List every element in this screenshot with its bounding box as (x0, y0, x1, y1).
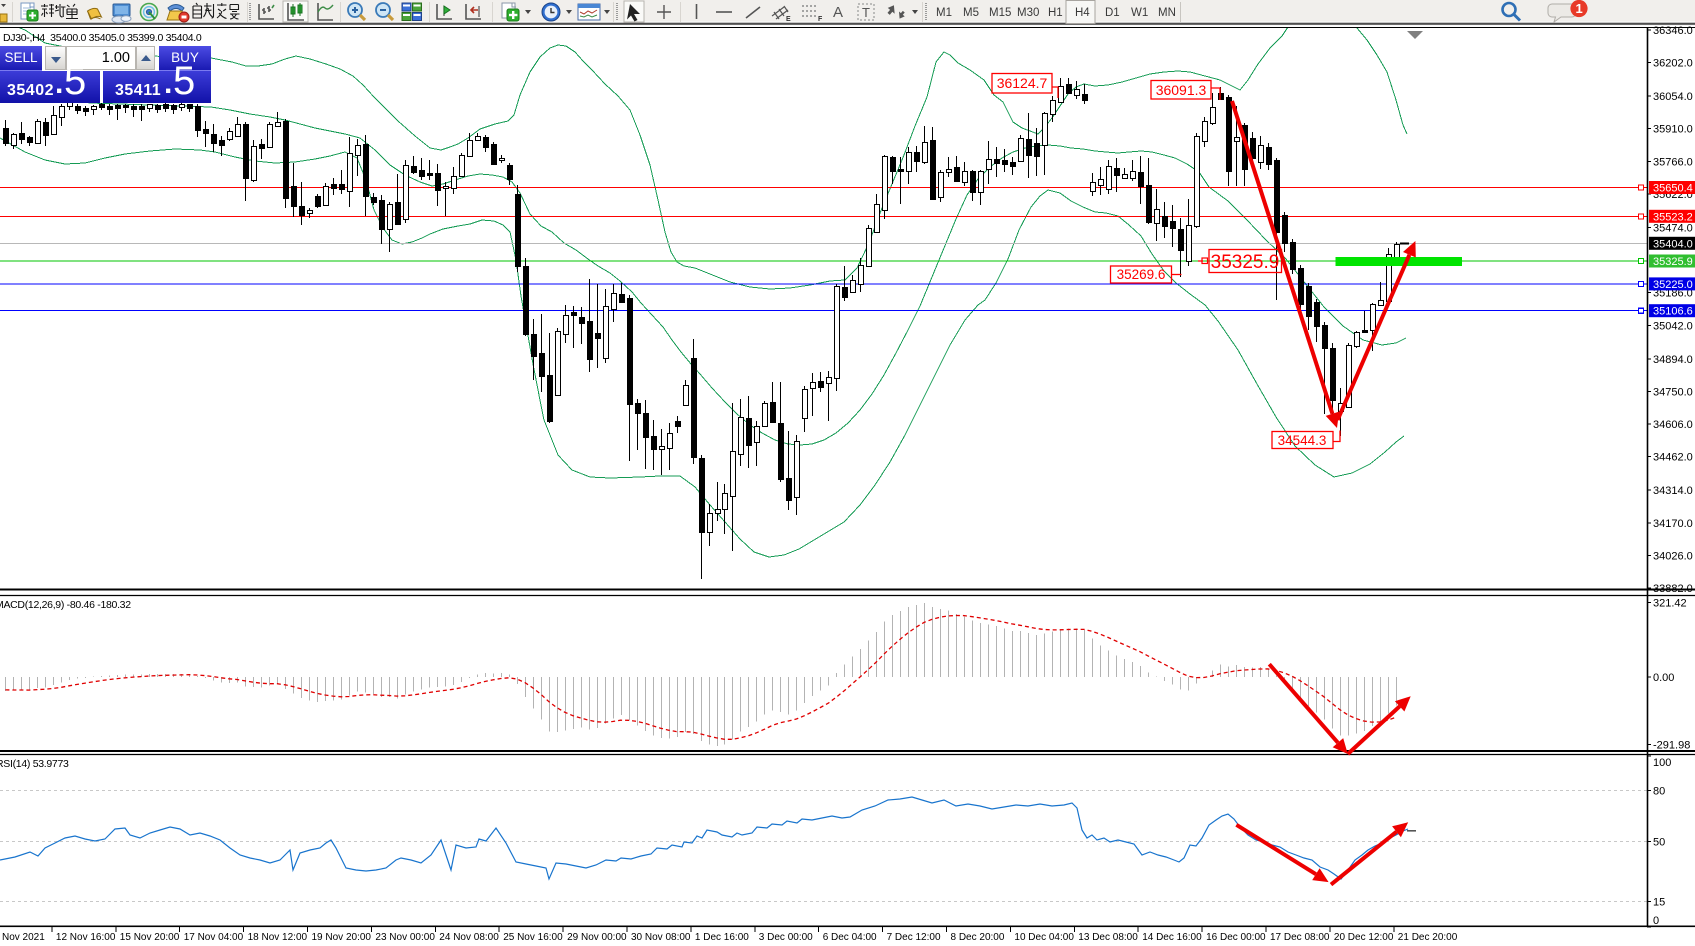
svg-text:10 Dec 04:00: 10 Dec 04:00 (1014, 932, 1074, 941)
svg-text:17 Dec 08:00: 17 Dec 08:00 (1270, 932, 1330, 941)
svg-text:35766.0: 35766.0 (1653, 156, 1693, 168)
svg-text:M30: M30 (1017, 7, 1039, 19)
svg-text:34314.0: 34314.0 (1653, 485, 1693, 497)
svg-text:1 Dec 16:00: 1 Dec 16:00 (695, 932, 749, 941)
svg-text:35523.2: 35523.2 (1653, 211, 1693, 223)
svg-text:A: A (833, 4, 843, 21)
svg-text:24 Nov 08:00: 24 Nov 08:00 (439, 932, 499, 941)
svg-text:8 Dec 20:00: 8 Dec 20:00 (951, 932, 1005, 941)
svg-text:25 Nov 16:00: 25 Nov 16:00 (503, 932, 563, 941)
svg-text:0: 0 (1653, 915, 1659, 927)
svg-text:34606.0: 34606.0 (1653, 419, 1693, 431)
svg-text:Nov 2021: Nov 2021 (2, 932, 45, 941)
svg-text:34894.0: 34894.0 (1653, 354, 1693, 366)
svg-text:35106.6: 35106.6 (1653, 306, 1693, 318)
svg-text:36124.7: 36124.7 (997, 75, 1048, 91)
svg-text:W1: W1 (1131, 7, 1148, 19)
svg-text:20 Dec 12:00: 20 Dec 12:00 (1334, 932, 1394, 941)
svg-text:-291.98: -291.98 (1653, 740, 1690, 752)
svg-text:DJ30-,H4 35400.0 35405.0 3539: DJ30-,H4 35400.0 35405.0 35399.0 35404.0 (3, 32, 202, 44)
svg-text:0.00: 0.00 (1653, 672, 1674, 684)
svg-text:36091.3: 36091.3 (1156, 82, 1207, 98)
svg-text:7 Dec 12:00: 7 Dec 12:00 (887, 932, 941, 941)
svg-text:35186.0: 35186.0 (1653, 288, 1693, 300)
svg-text:17 Nov 04:00: 17 Nov 04:00 (184, 932, 244, 941)
svg-text:35325.9: 35325.9 (1211, 252, 1280, 273)
svg-text:D1: D1 (1105, 7, 1120, 19)
svg-text:30 Nov 08:00: 30 Nov 08:00 (631, 932, 691, 941)
svg-text:19 Nov 20:00: 19 Nov 20:00 (312, 932, 372, 941)
svg-text:34750.0: 34750.0 (1653, 386, 1693, 398)
svg-text:F: F (818, 16, 823, 23)
svg-text:14 Dec 16:00: 14 Dec 16:00 (1142, 932, 1202, 941)
svg-text:35325.9: 35325.9 (1653, 256, 1693, 268)
svg-text:34026.0: 34026.0 (1653, 550, 1693, 562)
svg-text:15 Nov 20:00: 15 Nov 20:00 (120, 932, 180, 941)
svg-text:M15: M15 (989, 7, 1011, 19)
svg-text:321.42: 321.42 (1653, 598, 1687, 610)
svg-text:36054.0: 36054.0 (1653, 91, 1693, 103)
svg-text:E: E (786, 16, 791, 23)
svg-text:RSI(14) 53.9773: RSI(14) 53.9773 (0, 758, 69, 770)
svg-text:6 Dec 04:00: 6 Dec 04:00 (823, 932, 877, 941)
svg-text:35474.0: 35474.0 (1653, 223, 1693, 235)
svg-text:MACD(12,26,9) -80.46 -180.32: MACD(12,26,9) -80.46 -180.32 (0, 599, 131, 611)
svg-text:T: T (862, 5, 870, 20)
svg-text:18 Nov 12:00: 18 Nov 12:00 (248, 932, 308, 941)
svg-text:34170.0: 34170.0 (1653, 518, 1693, 530)
svg-text:29 Nov 00:00: 29 Nov 00:00 (567, 932, 627, 941)
svg-text:34544.3: 34544.3 (1278, 433, 1327, 448)
svg-text:M5: M5 (963, 7, 979, 19)
svg-text:M1: M1 (936, 7, 952, 19)
svg-text:34462.0: 34462.0 (1653, 452, 1693, 464)
svg-text:35225.0: 35225.0 (1653, 279, 1693, 291)
svg-text:50: 50 (1653, 837, 1665, 849)
svg-text:35042.0: 35042.0 (1653, 320, 1693, 332)
svg-text:3 Dec 00:00: 3 Dec 00:00 (759, 932, 813, 941)
svg-text:13 Dec 08:00: 13 Dec 08:00 (1078, 932, 1138, 941)
svg-text:35910.0: 35910.0 (1653, 124, 1693, 136)
svg-text:MN: MN (1158, 7, 1176, 19)
svg-text:36346.0: 36346.0 (1653, 26, 1693, 37)
svg-text:15: 15 (1653, 896, 1665, 908)
svg-text:33882.0: 33882.0 (1653, 583, 1693, 595)
svg-text:12 Nov 16:00: 12 Nov 16:00 (56, 932, 116, 941)
svg-text:23 Nov 00:00: 23 Nov 00:00 (375, 932, 435, 941)
svg-text:16 Dec 00:00: 16 Dec 00:00 (1206, 932, 1266, 941)
svg-text:1: 1 (1576, 1, 1583, 16)
svg-text:35404.0: 35404.0 (1653, 238, 1693, 250)
svg-text:80: 80 (1653, 785, 1665, 797)
svg-text:H4: H4 (1075, 7, 1090, 19)
svg-text:100: 100 (1653, 757, 1671, 769)
svg-text:36202.0: 36202.0 (1653, 58, 1693, 70)
svg-text:35269.6: 35269.6 (1117, 267, 1166, 282)
svg-text:35650.4: 35650.4 (1653, 183, 1693, 195)
svg-text:21 Dec 20:00: 21 Dec 20:00 (1398, 932, 1458, 941)
svg-text:H1: H1 (1048, 7, 1063, 19)
